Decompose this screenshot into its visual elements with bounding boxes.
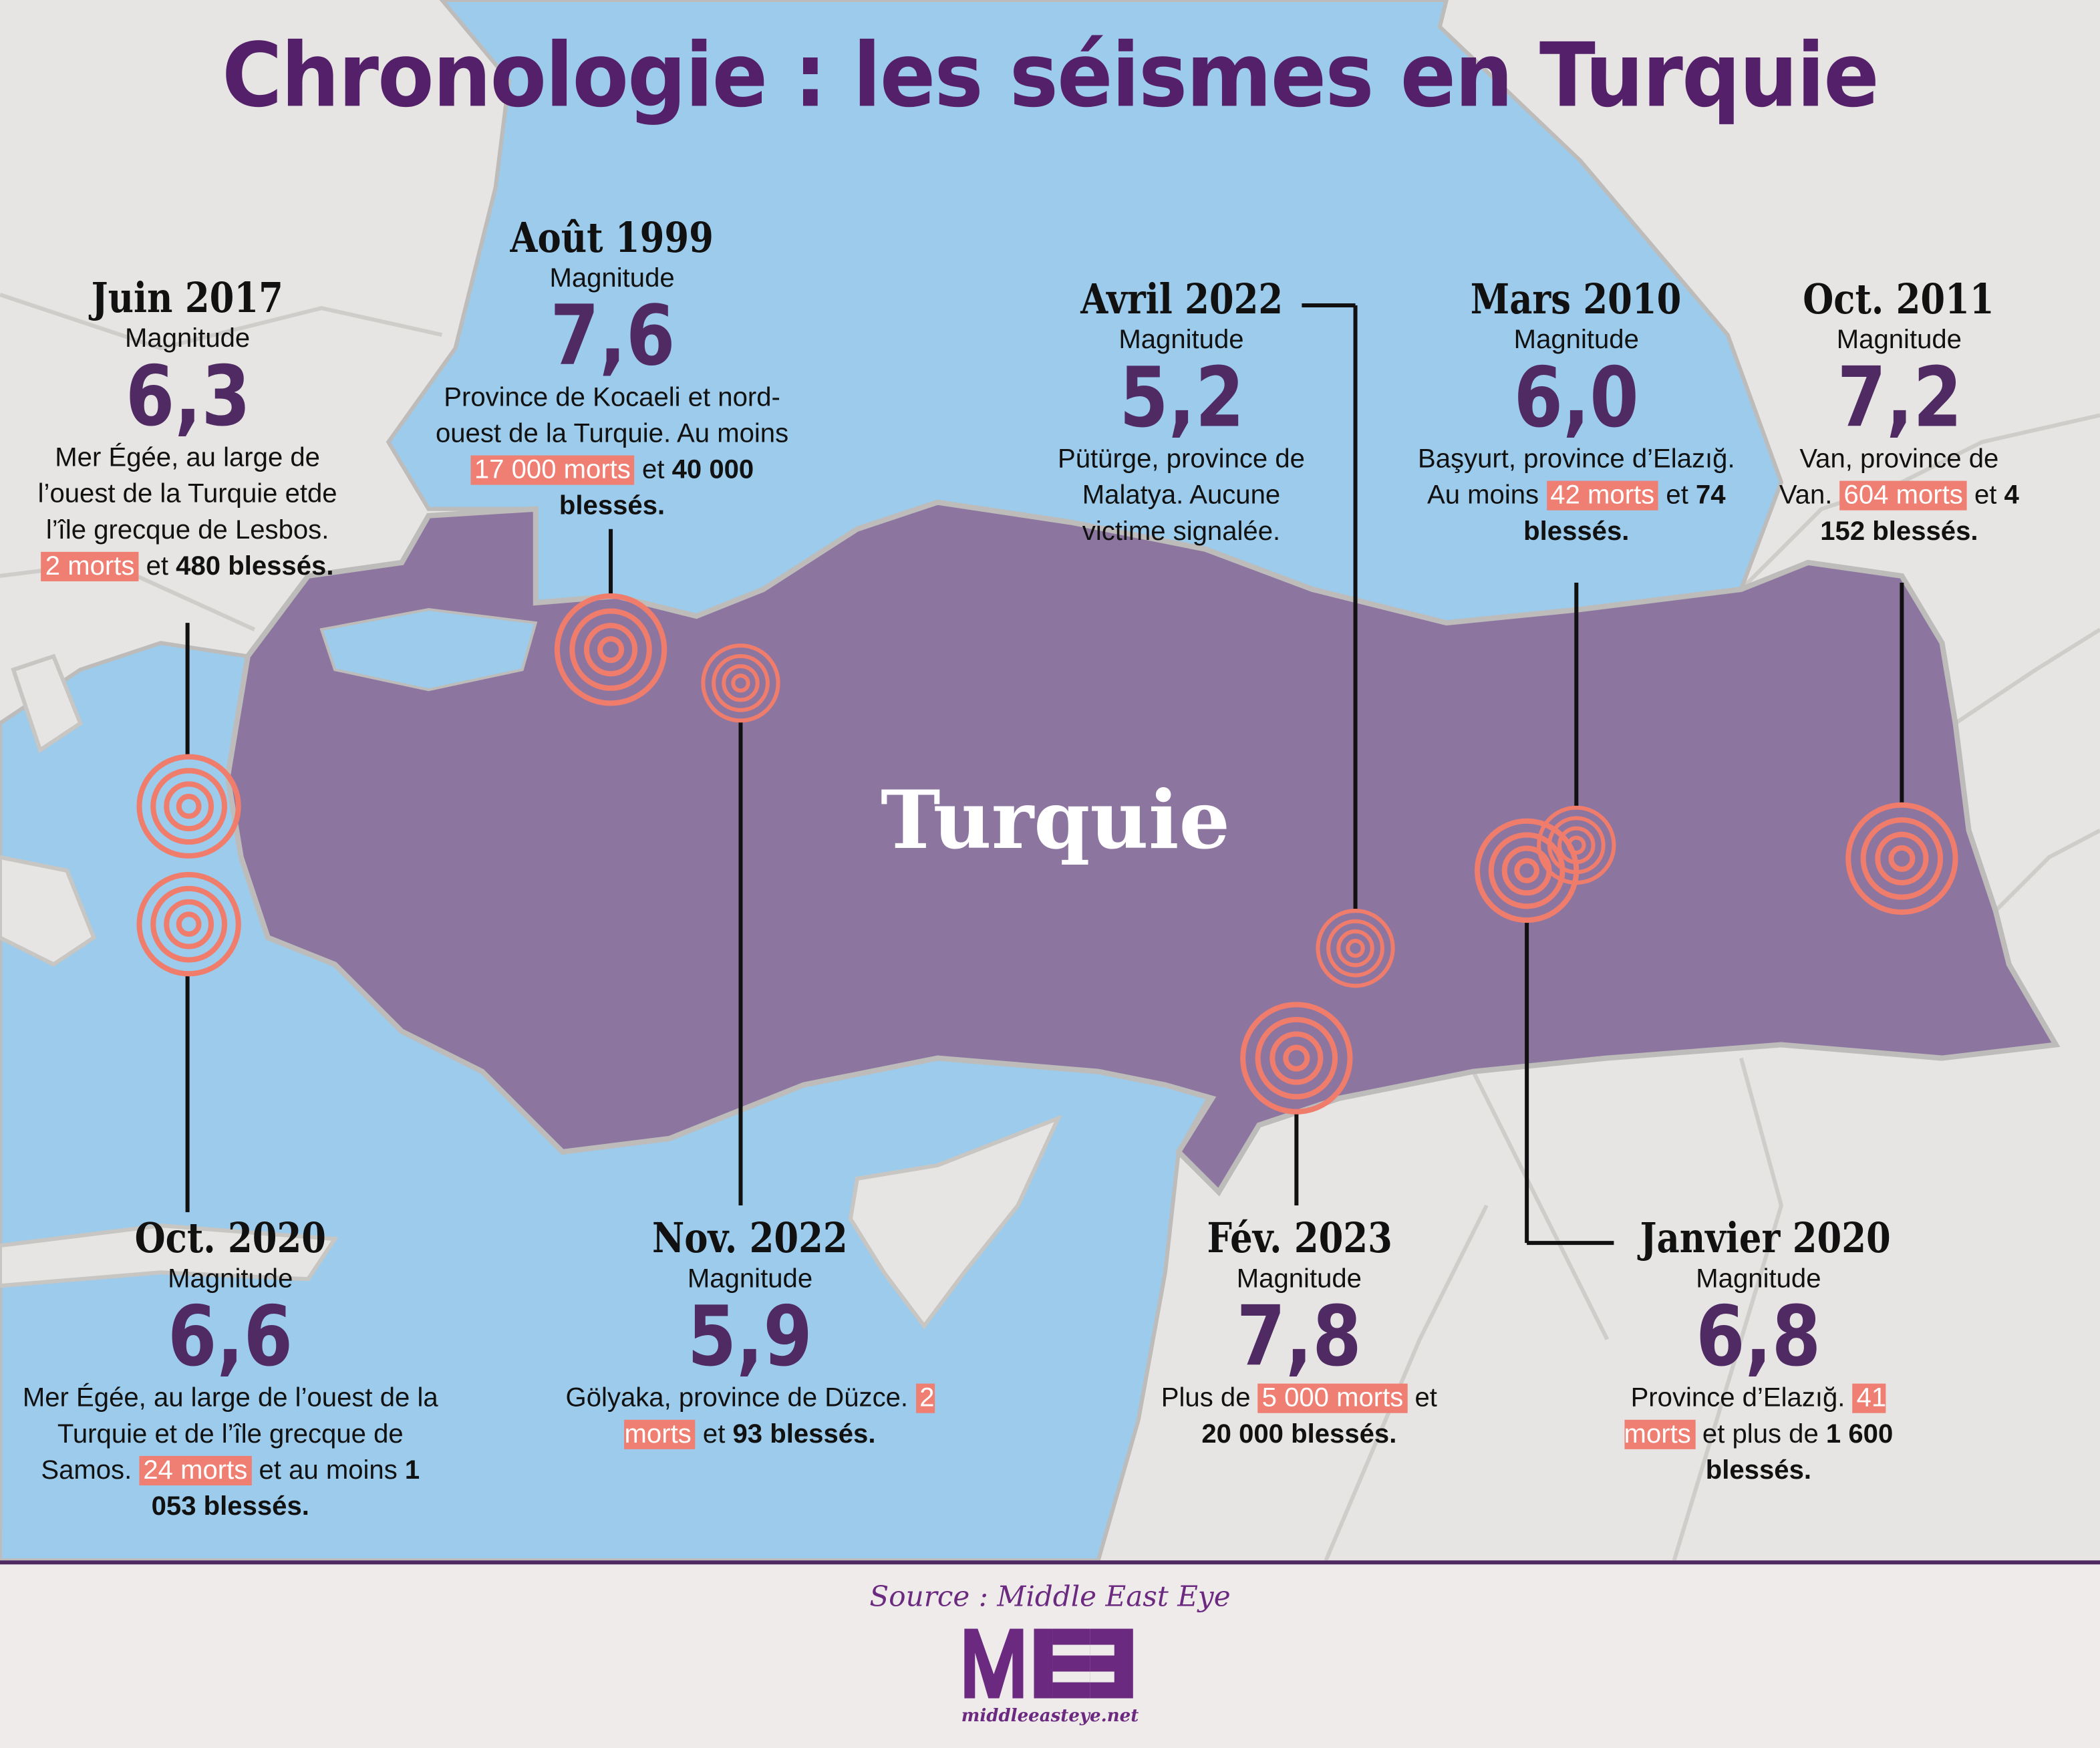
event-date: Avril 2022 [1080, 275, 1283, 325]
description-text: Başyurt, province d’Elazığ. Au moins [1417, 444, 1735, 511]
turkey [224, 499, 2061, 1197]
event-description: Mer Égée, au large de l’ouest de la Turq… [37, 440, 338, 585]
magnitude-value: 7,6 [549, 286, 675, 385]
description-text: 20 000 blessés. [1201, 1419, 1397, 1449]
magnitude-label: Magnitude [549, 263, 675, 293]
footer: Source : Middle East Eye middleeasteye.n… [0, 1560, 2100, 1748]
event-date: Oct. 2020 [134, 1215, 326, 1264]
magnitude-value: 7,2 [1836, 348, 1962, 446]
epicenter-rings-icon [1240, 1002, 1353, 1115]
magnitude-value: 7,8 [1236, 1287, 1362, 1385]
magnitude-label: Magnitude [1836, 325, 1962, 355]
description-text: Gölyaka, province de Düzce. [565, 1383, 916, 1413]
description-text: Province d’Elazığ. [1630, 1383, 1853, 1413]
islands [0, 653, 1062, 1330]
epicenter-rings-icon [136, 871, 241, 977]
event-8: Janvier 2020 Magnitude 6,8 Province d’Elazı… [1618, 1215, 1899, 1489]
country-label: Turquie [881, 774, 1231, 868]
borders [0, 293, 2100, 1561]
magnitude-value: 6,8 [1696, 1287, 1821, 1385]
event-date: Mars 2010 [1471, 275, 1682, 325]
event-1: Août 1999 Magnitude 7,6 Province de Kocaeli… [434, 214, 789, 525]
magnitude-label: Magnitude [1118, 325, 1244, 355]
page-title: Chronologie : les séismes en Turquie [222, 24, 1880, 128]
map [0, 0, 2100, 1561]
event-description: Mer Égée, au large de l’ouest de la Turq… [16, 1381, 444, 1525]
event-3: Mars 2010 Magnitude 6,0 Başyurt, province d… [1416, 276, 1737, 551]
description-text: et au moins [251, 1455, 405, 1485]
description-text: 93 blessés. [732, 1419, 876, 1449]
casualty-badge: 2 morts [41, 551, 139, 581]
casualty-badge: 17 000 morts [470, 455, 635, 485]
description-text: 74 blessés. [1523, 480, 1726, 547]
description-text: et plus de [1694, 1419, 1826, 1449]
description-text: Province de Kocaeli et nord-ouest de la … [435, 383, 789, 449]
description-text: 1 600 blessés. [1705, 1419, 1894, 1485]
epicenter-rings-icon [701, 643, 780, 723]
description-text: et [695, 1419, 733, 1449]
description-text: et [634, 455, 672, 485]
event-description: Van, province de Van. 604 morts et 4 152… [1775, 442, 2023, 550]
description-text: Mer Égée, au large de l’ouest de la Turq… [37, 443, 337, 545]
source-text: Source : Middle East Eye [869, 1580, 1231, 1613]
magnitude-value: 6,6 [168, 1287, 293, 1385]
event-description: Province d’Elazığ. 41 morts et plus de 1… [1618, 1381, 1899, 1489]
description-text: Mer Égée, au large de l’ouest de la Turq… [22, 1383, 438, 1485]
magnitude-label: Magnitude [1696, 1264, 1821, 1294]
casualty-badge: 24 morts [139, 1455, 252, 1485]
event-5: Oct. 2020 Magnitude 6,6 Mer Égée, au large … [16, 1215, 444, 1525]
epicenter-rings-icon [1316, 909, 1395, 988]
event-0: Juin 2017 Magnitude 6,3 Mer Égée, au large … [37, 275, 338, 585]
description-text: 40 000 blessés. [559, 455, 754, 521]
magnitude-value: 5,9 [687, 1287, 813, 1385]
casualty-badge: 42 morts [1546, 480, 1659, 511]
description-text: et [138, 551, 176, 581]
event-7: Fév. 2023 Magnitude 7,8 Plus de 5 000 morts… [1159, 1215, 1440, 1453]
description-text: Pütürge, province de Malatya. Aucune vic… [1057, 444, 1305, 547]
epicenter-rings-icon [136, 754, 241, 859]
event-date: Juin 2017 [92, 274, 284, 323]
casualty-badge: 604 morts [1839, 480, 1967, 511]
event-6: Nov. 2022 Magnitude 5,9 Gölyaka, province d… [549, 1215, 951, 1453]
magnitude-label: Magnitude [168, 1264, 293, 1294]
description-text: et [1407, 1383, 1437, 1413]
event-description: Plus de 5 000 morts et 20 000 blessés. [1159, 1381, 1440, 1453]
magnitude-value: 5,2 [1118, 348, 1244, 446]
website-url[interactable]: middleeasteye.net [961, 1706, 1139, 1727]
description-text: Plus de [1161, 1383, 1258, 1413]
description-text: Van, province de Van. [1779, 444, 1999, 511]
event-4: Oct. 2011 Magnitude 7,2 Van, province de Va… [1775, 276, 2023, 551]
epicenter-rings-icon [1845, 802, 1958, 915]
mee-logo [964, 1628, 1133, 1699]
magnitude-label: Magnitude [1236, 1264, 1362, 1294]
magnitude-value: 6,3 [125, 347, 251, 445]
description-text: 1 053 blessés. [151, 1455, 420, 1522]
leader-lines [185, 303, 1904, 1246]
magnitude-label: Magnitude [687, 1264, 813, 1294]
magnitude-label: Magnitude [125, 324, 251, 354]
event-date: Janvier 2020 [1640, 1215, 1891, 1264]
event-description: Pütürge, province de Malatya. Aucune vic… [1037, 442, 1325, 550]
description-text: et [1966, 480, 2004, 511]
description-text: et [1658, 480, 1696, 511]
event-date: Nov. 2022 [652, 1215, 848, 1264]
event-2: Avril 2022 Magnitude 5,2 Pütürge, province … [1037, 276, 1325, 551]
casualty-badge: 5 000 morts [1257, 1383, 1408, 1413]
event-date: Fév. 2023 [1206, 1215, 1392, 1264]
magnitude-value: 6,0 [1513, 348, 1639, 446]
epicenters [136, 593, 1958, 1115]
sea-of-marmara [319, 608, 538, 692]
epicenter-rings-icon [554, 593, 667, 706]
event-date: Oct. 2011 [1803, 275, 1995, 325]
event-description: Gölyaka, province de Düzce. 2 morts et 9… [549, 1381, 951, 1453]
magnitude-label: Magnitude [1513, 325, 1639, 355]
event-date: Août 1999 [510, 214, 714, 263]
event-description: Başyurt, province d’Elazığ. Au moins 42 … [1416, 442, 1737, 550]
description-text: 480 blessés. [176, 551, 334, 581]
event-description: Province de Kocaeli et nord-ouest de la … [434, 380, 789, 525]
epicenter-rings-icon [1474, 818, 1580, 923]
description-text: 4 152 blessés. [1820, 480, 2019, 547]
